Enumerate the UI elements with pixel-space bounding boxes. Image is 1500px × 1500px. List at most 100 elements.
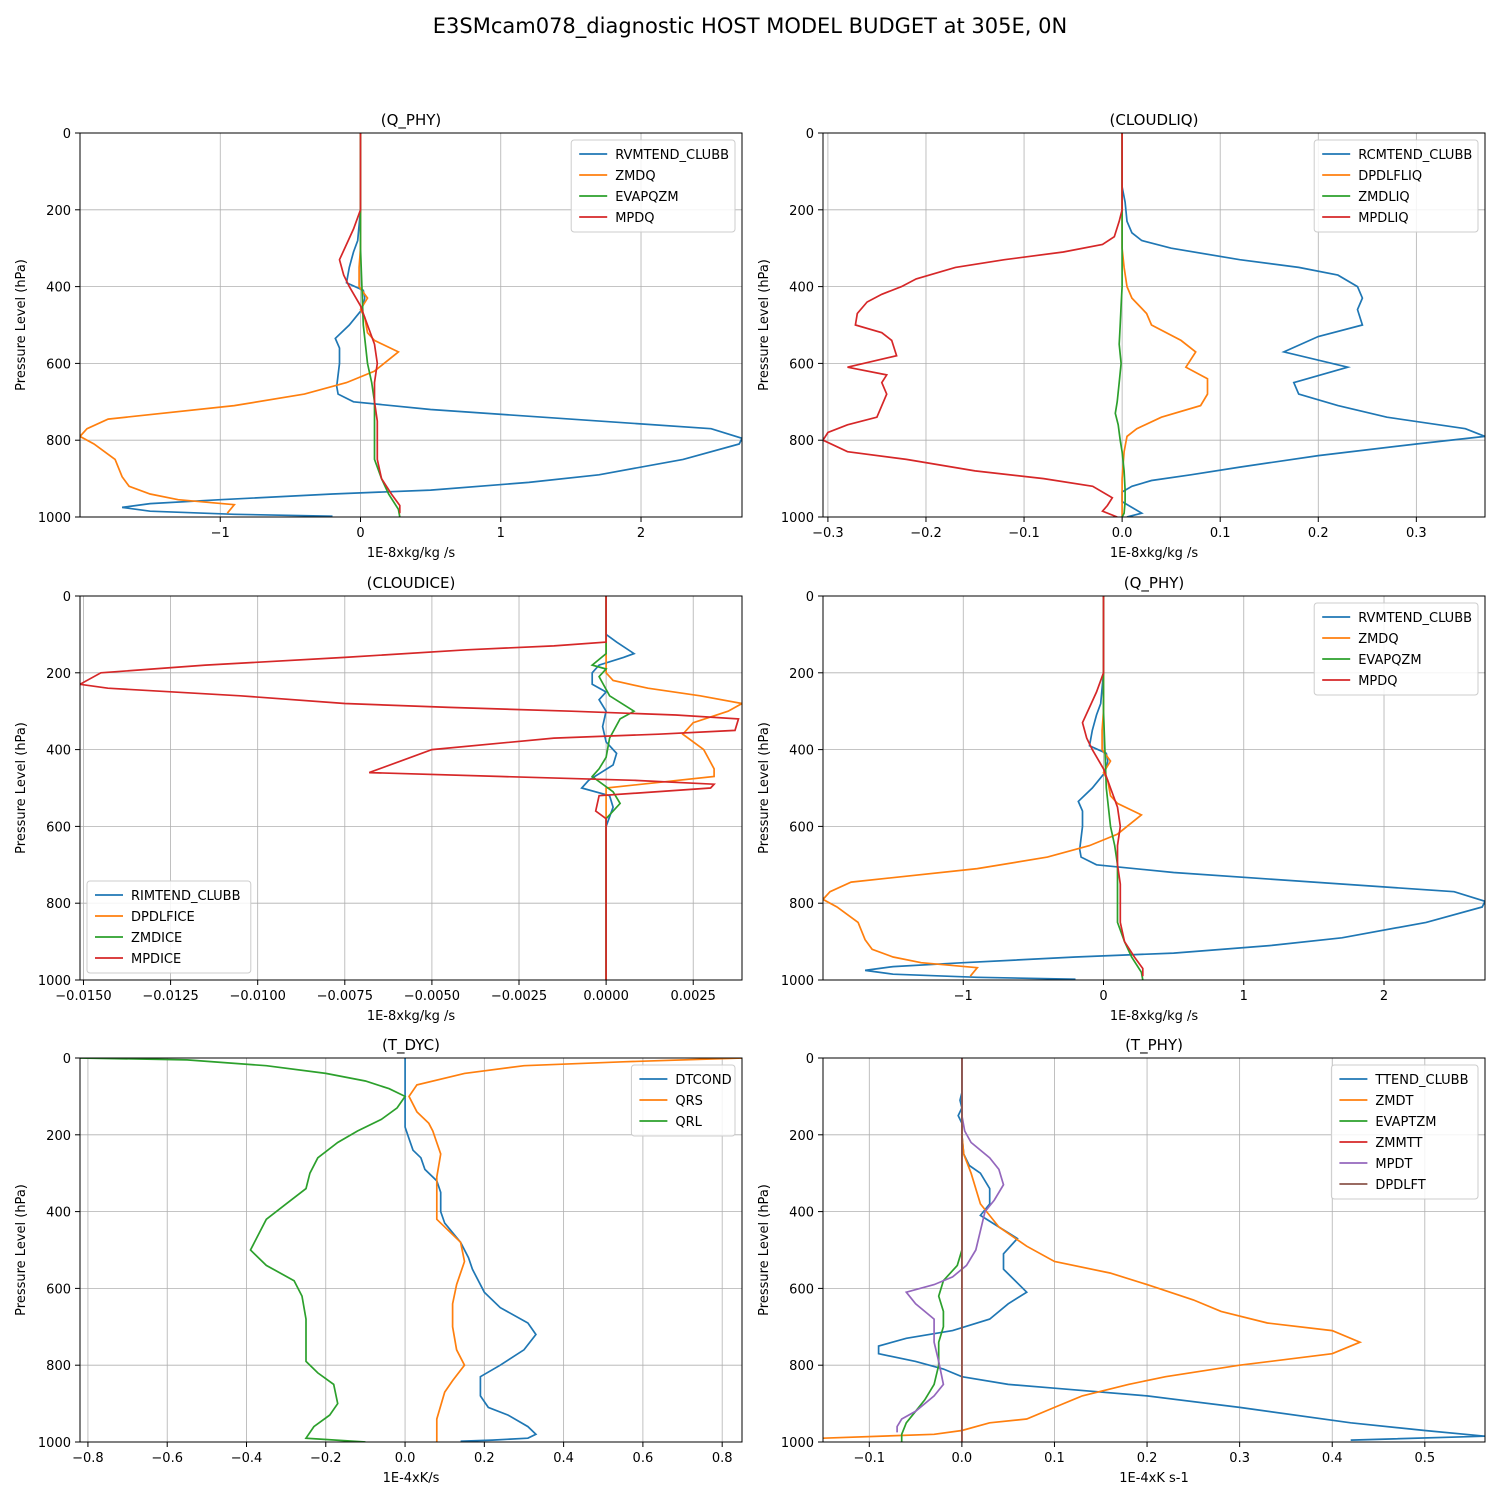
chart-panel-5: −0.8 −0.6 −0.4 −0.2 0.0 0.2 0.4 0.6 0.8 0 200 400 60…: [14, 1036, 743, 1486]
y-tick-label: 1000: [38, 974, 71, 989]
series-line-dtcond: [404, 1058, 538, 1442]
legend-label: EVAPQZM: [615, 190, 678, 205]
axes-frame: [822, 132, 1486, 518]
series-line-rvmtend_clubb: [864, 596, 1485, 980]
y-tick-label: 0: [806, 1052, 814, 1067]
subplot-title: (CLOUDLIQ): [1110, 111, 1199, 129]
legend: RVMTEND_CLUBB ZMDQ EVAPQZM MPDQ: [1313, 602, 1479, 696]
y-tick-label: 1000: [781, 511, 814, 526]
axes-frame: [79, 595, 743, 981]
x-tick-label: −0.0050: [404, 989, 460, 1004]
x-tick-label: 0.4: [553, 1451, 574, 1466]
y-tick-label: 800: [789, 1359, 814, 1374]
y-tick-label: 200: [46, 667, 71, 682]
y-tick-label: 600: [46, 820, 71, 835]
legend-label: MPDICE: [131, 952, 181, 967]
y-tick-label: 200: [789, 204, 814, 219]
series-line-zmdq: [80, 133, 400, 514]
y-tick-label: 400: [789, 744, 814, 759]
y-tick-label: 800: [46, 434, 71, 449]
legend-label: ZMDQ: [615, 169, 655, 184]
legend-box: [1313, 602, 1479, 696]
chart-panel-1: −1 0 1 2 0 200 400 600 800 1000 (Q_PHY) 1E-8xkg/kg …: [14, 111, 743, 561]
y-tick-label: 400: [46, 281, 71, 296]
y-tick-label: 200: [789, 667, 814, 682]
x-axis-label: 1E-8xkg/kg /s: [1110, 1009, 1199, 1024]
y-tick-label: 200: [46, 1129, 71, 1144]
x-tick-label: −0.2: [910, 526, 942, 541]
x-tick-label: 0.2: [474, 1451, 495, 1466]
y-tick-label: 400: [789, 281, 814, 296]
series-line-mpdice: [80, 596, 740, 980]
x-axis-label: 1E-8xkg/kg /s: [1110, 546, 1199, 561]
legend: RVMTEND_CLUBB ZMDQ EVAPQZM MPDQ: [570, 139, 736, 233]
axes-frame: [79, 1057, 743, 1443]
legend-label: ZMDICE: [131, 931, 182, 946]
x-tick-label: 0: [356, 526, 364, 541]
series-line-mpdliq: [823, 133, 1123, 517]
series-line-qrl: [80, 1058, 407, 1442]
x-tick-label: −0.0150: [55, 989, 111, 1004]
series-line-evapqzm: [359, 133, 401, 517]
legend-label: ZMDQ: [1358, 632, 1398, 647]
legend-box: [1330, 1064, 1479, 1200]
y-tick-label: 800: [789, 434, 814, 449]
y-tick-label: 200: [46, 204, 71, 219]
legend-label: EVAPTZM: [1375, 1115, 1436, 1130]
series-line-evapqzm: [1102, 596, 1144, 980]
series-line-mpdt: [896, 1058, 1005, 1433]
figure-title: E3SMcam078_diagnostic HOST MODEL BUDGET …: [432, 14, 1068, 38]
x-tick-label: −0.0125: [142, 989, 198, 1004]
x-tick-label: 0: [1099, 989, 1107, 1004]
x-tick-label: −0.6: [151, 1451, 183, 1466]
legend-label: RCMTEND_CLUBB: [1358, 148, 1472, 163]
legend: RIMTEND_CLUBB DPDLFICE ZMDICE MPDICE: [86, 880, 252, 974]
legend-label: MPDLIQ: [1358, 211, 1408, 226]
series-line-qrs: [408, 1058, 742, 1442]
legend: RCMTEND_CLUBB DPDLFLIQ ZMDLIQ MPDLIQ: [1313, 139, 1479, 233]
y-tick-label: 1000: [38, 1436, 71, 1451]
axes-frame: [79, 132, 743, 518]
legend-box: [630, 1064, 736, 1137]
x-tick-label: 0.1: [1210, 526, 1231, 541]
y-tick-label: 600: [46, 1282, 71, 1297]
y-tick-label: 400: [46, 744, 71, 759]
legend-label: RVMTEND_CLUBB: [1358, 611, 1472, 626]
y-tick-label: 0: [63, 590, 71, 605]
legend-label: ZMMTT: [1375, 1136, 1422, 1151]
legend-box: [86, 880, 252, 974]
y-tick-label: 600: [789, 820, 814, 835]
legend-label: DPDLFT: [1375, 1178, 1425, 1193]
series-line-zmdice: [590, 596, 636, 980]
x-tick-label: −0.1: [854, 1451, 886, 1466]
legend-label: MPDQ: [1358, 674, 1397, 689]
legend-label: QRS: [675, 1094, 703, 1109]
x-tick-label: 0.0: [395, 1451, 416, 1466]
y-axis-label: Pressure Level (hPa): [14, 259, 29, 391]
series-line-zmdliq: [1114, 133, 1126, 517]
y-axis-label: Pressure Level (hPa): [14, 722, 29, 854]
x-tick-label: 1: [497, 526, 505, 541]
y-tick-label: 0: [63, 127, 71, 142]
y-tick-label: 1000: [38, 511, 71, 526]
x-tick-label: 0.8: [712, 1451, 733, 1466]
series-line-evaptzm: [900, 1058, 963, 1442]
x-tick-label: 0.2: [1308, 526, 1329, 541]
x-tick-label: −0.0100: [229, 989, 285, 1004]
x-tick-label: 0.3: [1406, 526, 1427, 541]
x-axis-label: 1E-4xK/s: [383, 1471, 440, 1486]
y-axis-label: Pressure Level (hPa): [14, 1184, 29, 1316]
axes-frame: [822, 595, 1486, 981]
y-tick-label: 400: [789, 1206, 814, 1221]
y-tick-label: 0: [806, 127, 814, 142]
y-tick-label: 200: [789, 1129, 814, 1144]
y-tick-label: 1000: [781, 1436, 814, 1451]
legend-label: MPDT: [1375, 1157, 1412, 1172]
series-line-rcmtend_clubb: [1121, 133, 1485, 517]
x-tick-label: −0.3: [812, 526, 844, 541]
chart-panel-3: −0.0150 −0.0125 −0.0100 −0.0075 −0.0050 −0.00…: [14, 574, 743, 1024]
y-tick-label: 600: [789, 357, 814, 372]
subplot-title: (Q_PHY): [381, 111, 442, 130]
x-tick-label: 0.5: [1414, 1451, 1435, 1466]
